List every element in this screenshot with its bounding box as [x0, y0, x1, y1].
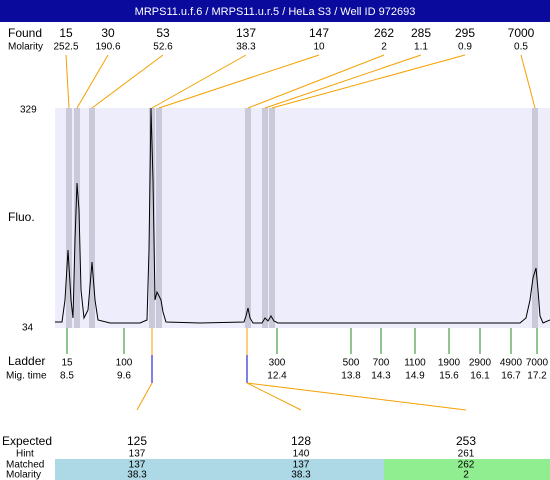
ladder-size: 7000: [526, 358, 549, 369]
found-size: 30: [101, 26, 115, 40]
found-label: Found: [8, 26, 42, 40]
connector: [136, 382, 153, 411]
expected-size: 253: [456, 434, 476, 448]
y-min-label: 34: [22, 323, 34, 334]
found-molarity: 2: [381, 42, 387, 53]
hint-size: 261: [458, 449, 475, 460]
expected-size: 125: [127, 434, 147, 448]
found-size: 53: [156, 26, 170, 40]
found-molarity: 38.3: [236, 42, 256, 53]
ladder-size: 700: [373, 358, 390, 369]
peak-band: [149, 108, 155, 328]
matched-molarity: 38.3: [127, 470, 147, 480]
matched-bg: [384, 459, 550, 480]
matched-molarity: 38.3: [291, 470, 311, 480]
hint-size: 137: [129, 449, 146, 460]
peak-band: [269, 108, 275, 328]
ladder-size: 15: [61, 358, 73, 369]
found-size: 262: [374, 26, 394, 40]
matched-size: 137: [129, 460, 146, 471]
expected-molarity-label: Molarity: [6, 470, 41, 480]
ladder-time: 16.7: [501, 371, 521, 382]
peak-connector: [271, 54, 466, 109]
ladder-size: 1900: [438, 358, 461, 369]
title: MRPS11.u.f.6 / MRPS11.u.r.5 / HeLa S3 / …: [135, 6, 416, 18]
peak-band: [156, 108, 162, 328]
peak-connector: [65, 54, 70, 109]
found-molarity: 52.6: [153, 42, 173, 53]
title-bar: [0, 0, 550, 22]
peak-band: [74, 108, 80, 328]
ladder-time: 9.6: [117, 371, 131, 382]
peak-band: [89, 108, 95, 328]
hint-label: Hint: [16, 449, 34, 460]
ladder-time: 16.1: [470, 371, 490, 382]
found-molarity-label: Molarity: [8, 42, 43, 53]
expected-size: 128: [291, 434, 311, 448]
ladder-time: 12.4: [267, 371, 287, 382]
found-size: 15: [59, 26, 73, 40]
peak-connector: [247, 54, 385, 109]
peak-band: [245, 108, 251, 328]
plot-area: [55, 108, 550, 328]
matched-size: 262: [458, 460, 475, 471]
ladder-size: 500: [343, 358, 360, 369]
found-molarity: 252.5: [53, 42, 78, 53]
found-molarity: 1.1: [414, 42, 428, 53]
peak-band: [262, 108, 268, 328]
ladder-size: 100: [116, 358, 133, 369]
found-size: 295: [455, 26, 475, 40]
peak-connector: [151, 54, 247, 109]
matched-size: 137: [293, 460, 310, 471]
ladder-time: 8.5: [60, 371, 74, 382]
ladder-size: 4900: [500, 358, 523, 369]
found-molarity: 0.9: [458, 42, 472, 53]
y-axis-label: Fluo.: [8, 210, 35, 224]
ladder-time: 14.3: [371, 371, 391, 382]
peak-band: [66, 108, 72, 328]
ladder-time: 13.8: [341, 371, 361, 382]
ladder-size: 300: [269, 358, 286, 369]
y-max-label: 329: [20, 105, 37, 116]
matched-molarity: 2: [463, 470, 469, 480]
found-molarity: 0.5: [514, 42, 528, 53]
connector: [246, 382, 302, 411]
found-size: 285: [411, 26, 431, 40]
matched-bg: [55, 459, 384, 480]
signal-trace: [55, 107, 550, 324]
ladder-size: 1100: [404, 358, 426, 369]
ladder-time: 17.2: [527, 371, 547, 382]
hint-size: 140: [293, 449, 310, 460]
ladder-time-label: Mig. time: [6, 371, 47, 382]
peak-connector: [91, 54, 164, 109]
found-size: 147: [309, 26, 329, 40]
found-size: 137: [236, 26, 256, 40]
expected-label: Expected: [2, 434, 52, 448]
peak-connector: [520, 54, 536, 109]
matched-label: Matched: [6, 460, 44, 471]
ladder-time: 15.6: [439, 371, 459, 382]
peak-connector: [76, 54, 109, 109]
peak-band: [532, 108, 538, 328]
ladder-size: 2900: [469, 358, 492, 369]
connector: [246, 382, 467, 411]
peak-connector: [158, 54, 320, 109]
peak-connector: [264, 54, 422, 109]
ladder-time: 14.9: [405, 371, 425, 382]
found-size: 7000: [508, 26, 535, 40]
ladder-label: Ladder: [8, 354, 45, 368]
found-molarity: 190.6: [95, 42, 120, 53]
found-molarity: 10: [313, 42, 325, 53]
